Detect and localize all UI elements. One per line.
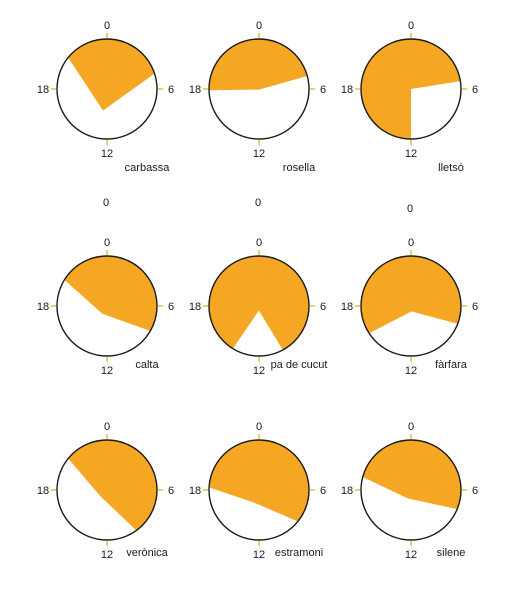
dial-outline-6 (56, 439, 158, 541)
flower-chart-8: 0 6 12 18 silene (341, 421, 478, 561)
dial-outline-3 (56, 255, 158, 357)
tick-label-18-5: 18 (341, 301, 353, 313)
tick-label-12-2: 12 (405, 148, 417, 160)
tick-label-18-8: 18 (341, 485, 353, 497)
tick-label-0-6: 0 (104, 421, 110, 433)
tick-label-6-2: 6 (472, 84, 478, 96)
tick-label-6-5: 6 (472, 301, 478, 313)
tick-label-12-8: 12 (405, 549, 417, 561)
open-area-0 (68, 39, 155, 111)
flower-label-3: calta (135, 359, 159, 371)
flower-label-2: lletsó (438, 162, 464, 174)
tick-label-0-5: 0 (408, 237, 414, 249)
tick-label-18-3: 18 (37, 301, 49, 313)
tick-label-12-0: 12 (101, 148, 113, 160)
tick-label-12-7: 12 (253, 549, 265, 561)
dial-outline-1 (208, 38, 310, 140)
flower-chart-7: 0 6 12 18 estramoni (189, 421, 326, 561)
tick-label-0-3: 0 (104, 237, 110, 249)
extra-label-1: 0 (255, 197, 261, 209)
flower-chart-0: 0 6 12 18 carbassa (37, 20, 174, 174)
tick-label-18-6: 18 (37, 485, 49, 497)
tick-label-6-4: 6 (320, 301, 326, 313)
flower-chart-5: 0 6 12 18 fàrfara (341, 237, 478, 377)
dial-outline-4 (208, 255, 310, 357)
open-area-1 (209, 38, 308, 91)
open-area-5 (360, 255, 461, 334)
flower-label-0: carbassa (125, 162, 171, 174)
dial-outline-5 (360, 255, 462, 357)
flower-label-4: pa de cucut (271, 359, 328, 371)
tick-label-6-1: 6 (320, 84, 326, 96)
open-area-2 (361, 38, 461, 139)
tick-label-0-4: 0 (256, 237, 262, 249)
tick-label-0-7: 0 (256, 421, 262, 433)
open-area-8 (362, 439, 461, 510)
tick-label-12-4: 12 (253, 365, 265, 377)
tick-label-0-1: 0 (256, 20, 262, 32)
flower-label-6: verònica (126, 547, 168, 559)
tick-label-0-2: 0 (408, 20, 414, 32)
flower-label-7: estramoni (275, 547, 323, 559)
dial-outline-7 (208, 439, 310, 541)
tick-label-12-5: 12 (405, 365, 417, 377)
flower-chart-3: 0 6 12 18 calta (37, 237, 174, 377)
tick-label-6-7: 6 (320, 485, 326, 497)
tick-label-6-0: 6 (168, 84, 174, 96)
dial-outline-8 (360, 439, 462, 541)
tick-label-18-4: 18 (189, 301, 201, 313)
tick-label-6-3: 6 (168, 301, 174, 313)
tick-label-12-6: 12 (101, 549, 113, 561)
tick-label-18-0: 18 (37, 84, 49, 96)
dial-outline-2 (360, 38, 462, 140)
tick-label-0-0: 0 (104, 20, 110, 32)
flower-chart-4: 0 6 12 18 pa de cucut (189, 237, 328, 377)
flower-chart-2: 0 6 12 18 lletsó (341, 20, 478, 174)
tick-label-18-1: 18 (189, 84, 201, 96)
flower-chart-1: 0 6 12 18 rosella (189, 20, 326, 174)
flower-chart-6: 0 6 12 18 verònica (37, 421, 174, 561)
flower-label-8: silene (437, 547, 466, 559)
open-area-7 (209, 440, 309, 522)
tick-label-12-1: 12 (253, 148, 265, 160)
tick-label-12-3: 12 (101, 365, 113, 377)
tick-label-6-6: 6 (168, 485, 174, 497)
open-area-4 (209, 255, 310, 350)
dial-outline-0 (56, 38, 158, 140)
flower-label-5: fàrfara (435, 359, 468, 371)
tick-label-18-2: 18 (341, 84, 353, 96)
flower-label-1: rosella (283, 162, 316, 174)
extra-label-0: 0 (103, 197, 109, 209)
tick-label-6-8: 6 (472, 485, 478, 497)
open-area-3 (64, 255, 158, 331)
tick-label-18-7: 18 (189, 485, 201, 497)
extra-label-2: 0 (407, 203, 413, 215)
open-area-6 (68, 440, 157, 531)
tick-label-0-8: 0 (408, 421, 414, 433)
